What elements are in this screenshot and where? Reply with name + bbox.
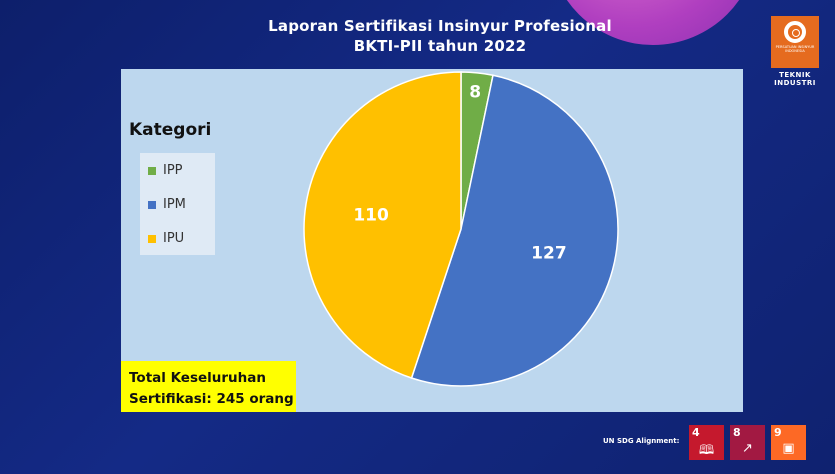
legend-swatch-ipm: [148, 200, 156, 209]
organization-logo: PERSATUAN INSINYUR INDONESIA TEKNIK INDU…: [771, 16, 819, 88]
logo-org-text: PERSATUAN INSINYUR INDONESIA: [775, 45, 815, 53]
data-label-ipu: 110: [353, 205, 389, 225]
sdg-goal-4-tile: 4 🕮: [689, 425, 724, 460]
legend-swatch-ipp: [148, 166, 156, 175]
chart-panel: 8 127 110 Kategori IPP IPM IPU: [121, 69, 743, 412]
logo-unit-line-1: TEKNIK: [779, 71, 811, 79]
sdg-goal-8-number: 8: [733, 426, 741, 439]
pie-chart: 8 127 110: [303, 71, 619, 387]
sdg-goal-8-tile: 8 ↗: [730, 425, 765, 460]
legend-title: Kategori: [129, 120, 212, 140]
logo-ring-icon: [784, 21, 806, 43]
page-title: Laporan Sertifikasi Insinyur Profesional…: [0, 16, 835, 56]
data-label-ipp: 8: [469, 83, 481, 103]
legend-item-ipu: IPU: [148, 231, 184, 246]
sdg-goal-9-tile: 9 ▣: [771, 425, 806, 460]
sdg-goal-9-number: 9: [774, 426, 782, 439]
total-line-2: Sertifikasi: 245 orang: [129, 391, 294, 407]
logo-unit-line-2: INDUSTRI: [774, 79, 816, 87]
title-line-1: Laporan Sertifikasi Insinyur Profesional: [268, 17, 612, 35]
total-line-1: Total Keseluruhan: [129, 370, 266, 386]
legend-swatch-ipu: [148, 234, 156, 243]
title-line-2: BKTI-PII tahun 2022: [353, 37, 527, 55]
pie-slice-ipm: [410, 74, 619, 387]
total-summary-box: Total Keseluruhan Sertifikasi: 245 orang: [121, 361, 296, 412]
legend-label-ipu: IPU: [163, 231, 185, 246]
legend-label-ipp: IPP: [163, 163, 183, 178]
sdg-goal-4-number: 4: [692, 426, 700, 439]
pie-slice-ipu: [303, 71, 462, 379]
pii-logo-icon: PERSATUAN INSINYUR INDONESIA: [771, 16, 819, 68]
legend-item-ipm: IPM: [148, 197, 186, 212]
data-label-ipm: 127: [531, 244, 567, 264]
legend: IPP IPM IPU: [140, 153, 215, 255]
sdg-label: UN SDG Alignment:: [603, 437, 680, 445]
legend-label-ipm: IPM: [163, 197, 186, 212]
cubes-icon: ▣: [782, 441, 795, 456]
legend-item-ipp: IPP: [148, 163, 183, 178]
growth-chart-icon: ↗: [742, 441, 753, 456]
logo-unit-text: TEKNIK INDUSTRI: [771, 71, 819, 87]
book-icon: 🕮: [698, 443, 715, 458]
